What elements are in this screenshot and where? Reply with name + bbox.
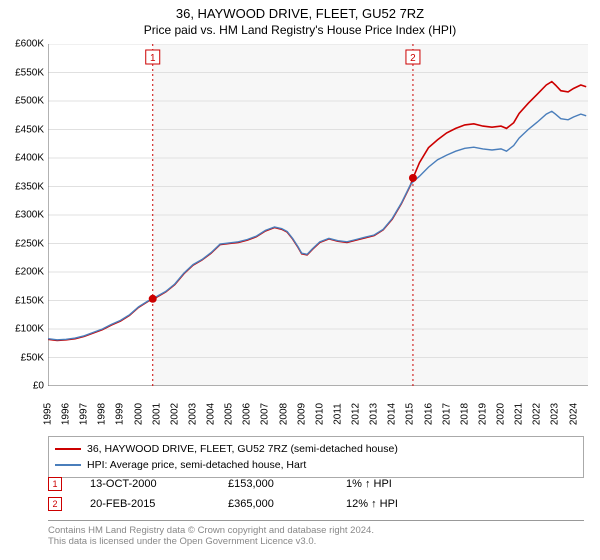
sale-event-row: 2 20-FEB-2015 £365,000 12% ↑ HPI (48, 494, 584, 514)
x-tick-label: 2018 (459, 403, 470, 425)
x-tick-label: 2014 (387, 403, 398, 425)
x-tick-label: 1999 (115, 403, 126, 425)
x-tick-label: 2019 (477, 403, 488, 425)
x-tick-label: 2012 (351, 403, 362, 425)
legend-swatch (55, 464, 81, 466)
y-tick-label: £50K (0, 352, 44, 363)
y-tick-label: £600K (0, 39, 44, 50)
event-price: £365,000 (228, 498, 318, 510)
x-tick-label: 2003 (187, 403, 198, 425)
x-tick-label: 2020 (496, 403, 507, 425)
y-tick-label: £150K (0, 295, 44, 306)
y-tick-label: £500K (0, 96, 44, 107)
legend-item: 36, HAYWOOD DRIVE, FLEET, GU52 7RZ (semi… (55, 441, 577, 457)
footer-line-2: This data is licensed under the Open Gov… (48, 536, 584, 547)
event-delta: 12% ↑ HPI (346, 498, 398, 510)
y-tick-label: £400K (0, 153, 44, 164)
x-tick-label: 1997 (79, 403, 90, 425)
x-tick-label: 2007 (260, 403, 271, 425)
x-tick-label: 2021 (514, 403, 525, 425)
x-tick-label: 2001 (151, 403, 162, 425)
sale-event-row: 1 13-OCT-2000 £153,000 1% ↑ HPI (48, 474, 584, 494)
x-tick-label: 2016 (423, 403, 434, 425)
x-tick-label: 2010 (314, 403, 325, 425)
chart-plot: 12 (48, 44, 588, 386)
y-tick-label: £100K (0, 324, 44, 335)
x-tick-label: 2000 (133, 403, 144, 425)
x-tick-label: 2013 (369, 403, 380, 425)
x-tick-label: 1998 (97, 403, 108, 425)
svg-text:1: 1 (150, 53, 156, 64)
legend-swatch (55, 448, 81, 450)
x-tick-label: 2022 (532, 403, 543, 425)
footer-line-1: Contains HM Land Registry data © Crown c… (48, 525, 584, 536)
x-tick-label: 2005 (224, 403, 235, 425)
event-date: 13-OCT-2000 (90, 478, 200, 490)
y-tick-label: £200K (0, 267, 44, 278)
y-tick-label: £550K (0, 67, 44, 78)
y-tick-label: £0 (0, 381, 44, 392)
x-tick-label: 2024 (568, 403, 579, 425)
y-tick-label: £250K (0, 238, 44, 249)
legend-label: 36, HAYWOOD DRIVE, FLEET, GU52 7RZ (semi… (87, 443, 398, 455)
event-marker: 2 (48, 497, 62, 511)
event-delta: 1% ↑ HPI (346, 478, 392, 490)
x-tick-label: 2023 (550, 403, 561, 425)
x-tick-label: 2002 (169, 403, 180, 425)
x-tick-label: 1995 (43, 403, 54, 425)
svg-text:2: 2 (410, 53, 416, 64)
x-tick-label: 2004 (206, 403, 217, 425)
event-marker: 1 (48, 477, 62, 491)
x-tick-label: 2015 (405, 403, 416, 425)
event-price: £153,000 (228, 478, 318, 490)
x-tick-label: 2011 (332, 403, 343, 425)
footer-attribution: Contains HM Land Registry data © Crown c… (48, 520, 584, 547)
event-date: 20-FEB-2015 (90, 498, 200, 510)
chart-title: 36, HAYWOOD DRIVE, FLEET, GU52 7RZ (0, 0, 600, 21)
legend-item: HPI: Average price, semi-detached house,… (55, 457, 577, 473)
x-tick-label: 2009 (296, 403, 307, 425)
y-tick-label: £300K (0, 210, 44, 221)
y-tick-label: £450K (0, 124, 44, 135)
chart-subtitle: Price paid vs. HM Land Registry's House … (0, 21, 600, 41)
y-tick-label: £350K (0, 181, 44, 192)
chart-container: 36, HAYWOOD DRIVE, FLEET, GU52 7RZ Price… (0, 0, 600, 560)
sale-events: 1 13-OCT-2000 £153,000 1% ↑ HPI 2 20-FEB-2015… (48, 474, 584, 514)
x-tick-label: 1996 (61, 403, 72, 425)
x-tick-label: 2008 (278, 403, 289, 425)
legend-label: HPI: Average price, semi-detached house,… (87, 459, 306, 471)
legend: 36, HAYWOOD DRIVE, FLEET, GU52 7RZ (semi… (48, 436, 584, 478)
x-tick-label: 2006 (242, 403, 253, 425)
x-tick-label: 2017 (441, 403, 452, 425)
